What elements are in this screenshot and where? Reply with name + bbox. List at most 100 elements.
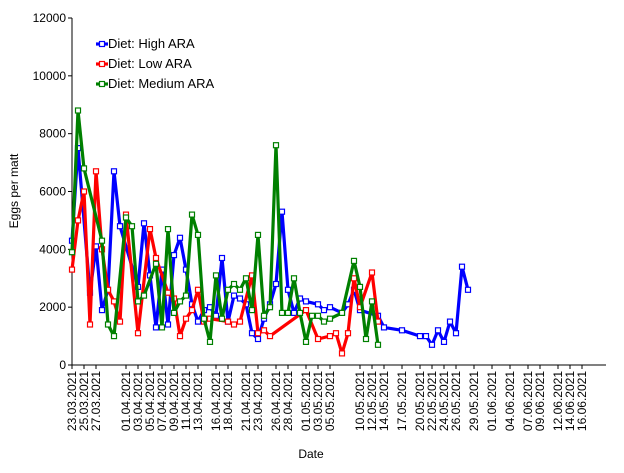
data-point — [272, 280, 280, 288]
data-point — [284, 286, 292, 293]
data-point — [296, 309, 304, 316]
data-point — [182, 315, 190, 322]
data-point — [116, 223, 124, 230]
data-point — [314, 301, 322, 308]
data-point — [374, 341, 382, 348]
x-tick-label: 18.04.2021 — [221, 371, 235, 431]
data-point — [332, 330, 340, 337]
x-tick-label: 05.04.2021 — [143, 371, 157, 431]
data-point — [164, 289, 172, 296]
x-tick-label: 29.05.2021 — [467, 371, 481, 431]
x-tick-label: 11.04.2021 — [179, 371, 193, 430]
data-point — [434, 327, 442, 334]
x-tick-label: 21.04.2021 — [239, 371, 253, 431]
x-tick-label: 26.05.2021 — [449, 371, 463, 431]
x-tick-label: 22.05.2021 — [425, 371, 439, 431]
series-line — [70, 146, 470, 347]
legend-label: Diet: Low ARA — [108, 56, 192, 71]
data-point — [110, 333, 118, 340]
data-point — [170, 252, 178, 259]
data-point — [326, 333, 334, 340]
data-point — [194, 318, 202, 325]
data-point — [80, 188, 88, 195]
data-point — [194, 286, 202, 293]
x-tick-label: 09.04.2021 — [167, 371, 181, 431]
data-point — [212, 312, 220, 319]
data-point — [350, 257, 358, 264]
data-point — [422, 333, 430, 340]
legend-marker — [98, 60, 106, 68]
data-point — [92, 168, 100, 175]
x-tick-label: 03.04.2021 — [131, 371, 145, 431]
x-tick-label: 17.05.2021 — [395, 371, 409, 431]
data-point — [176, 298, 184, 305]
x-tick-label: 07.06.2021 — [521, 371, 535, 431]
data-point — [368, 298, 376, 305]
data-point — [74, 107, 82, 114]
data-point — [236, 295, 244, 302]
y-tick-label: 10000 — [33, 69, 67, 83]
data-point — [122, 214, 130, 221]
x-tick-label: 12.06.2021 — [551, 371, 565, 431]
data-point — [212, 272, 220, 279]
data-point — [140, 220, 148, 227]
data-point — [218, 315, 226, 322]
data-point — [458, 263, 466, 270]
x-tick-label: 01.04.2021 — [119, 371, 133, 431]
data-point — [368, 269, 376, 276]
data-point — [224, 318, 232, 325]
data-point — [134, 330, 142, 337]
x-tick-label: 14.05.2021 — [377, 371, 391, 431]
x-tick-label: 24.05.2021 — [437, 371, 451, 431]
data-point — [200, 315, 208, 322]
series-2 — [68, 107, 382, 348]
data-point — [278, 309, 286, 316]
data-point — [278, 208, 286, 215]
data-point — [344, 330, 352, 337]
series — [68, 107, 472, 357]
x-tick-label: 20.05.2021 — [413, 371, 427, 431]
data-point — [68, 266, 76, 273]
data-point — [290, 275, 298, 282]
data-point — [248, 330, 256, 337]
x-tick-label: 12.05.2021 — [365, 371, 379, 431]
data-point — [302, 338, 310, 345]
data-point — [206, 338, 214, 345]
data-point — [230, 292, 238, 299]
data-point — [134, 298, 142, 305]
data-point — [152, 254, 160, 262]
data-point — [230, 321, 238, 328]
data-point — [176, 234, 184, 241]
data-point — [176, 333, 184, 340]
x-tick-label: 04.06.2021 — [503, 371, 517, 431]
y-tick-label: 8000 — [39, 127, 66, 141]
data-point — [302, 307, 310, 314]
data-point — [260, 312, 268, 319]
data-point — [86, 321, 94, 328]
data-point — [164, 321, 172, 328]
data-point — [80, 165, 88, 172]
x-tick-label: 10.05.2021 — [353, 371, 367, 431]
data-point — [236, 318, 244, 325]
x-tick-label: 27.03.2021 — [89, 371, 103, 431]
data-point — [326, 304, 334, 311]
x-tick-label: 23.04.2021 — [251, 371, 265, 431]
x-tick-label: 01.06.2021 — [485, 371, 499, 431]
data-point — [302, 298, 310, 305]
data-point — [152, 260, 160, 267]
x-tick-label: 16.04.2021 — [209, 371, 223, 431]
data-point — [326, 315, 334, 322]
legend-marker — [98, 80, 106, 88]
data-point — [242, 275, 250, 282]
data-point — [170, 309, 178, 316]
y-ticks: 0 2000 4000 6000 8000 10000 12000 — [33, 11, 72, 372]
data-point — [398, 327, 406, 334]
data-point — [266, 333, 274, 340]
data-point — [446, 318, 454, 325]
data-point — [224, 286, 232, 293]
data-point — [314, 312, 322, 319]
data-point — [464, 286, 472, 293]
data-point — [440, 338, 448, 345]
